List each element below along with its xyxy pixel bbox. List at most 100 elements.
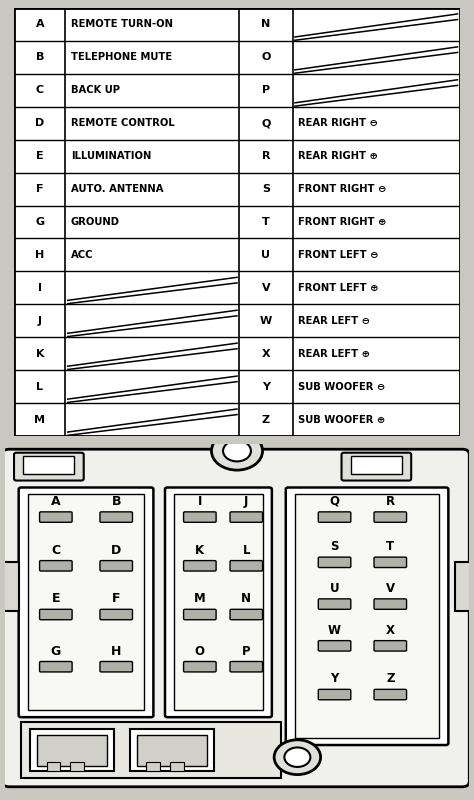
FancyBboxPatch shape xyxy=(165,487,272,717)
FancyBboxPatch shape xyxy=(183,610,216,620)
Text: S: S xyxy=(330,540,339,553)
Text: M: M xyxy=(34,414,46,425)
FancyBboxPatch shape xyxy=(341,453,411,481)
FancyBboxPatch shape xyxy=(319,690,351,700)
Text: S: S xyxy=(262,184,270,194)
Bar xyxy=(28,494,144,710)
FancyBboxPatch shape xyxy=(319,557,351,567)
Text: FRONT RIGHT ⊕: FRONT RIGHT ⊕ xyxy=(298,217,386,227)
Text: G: G xyxy=(35,217,45,227)
Bar xyxy=(456,562,474,611)
Text: F: F xyxy=(112,592,120,606)
Text: L: L xyxy=(243,544,250,557)
Text: J: J xyxy=(244,495,248,508)
Text: Z: Z xyxy=(386,672,394,686)
FancyBboxPatch shape xyxy=(100,610,132,620)
FancyBboxPatch shape xyxy=(374,512,407,522)
Text: Y: Y xyxy=(262,382,270,392)
FancyBboxPatch shape xyxy=(18,487,154,717)
Text: N: N xyxy=(261,19,271,30)
Text: REAR RIGHT ⊕: REAR RIGHT ⊕ xyxy=(298,151,378,161)
FancyBboxPatch shape xyxy=(230,512,263,522)
Circle shape xyxy=(274,740,320,774)
Text: E: E xyxy=(52,592,60,606)
Text: GROUND: GROUND xyxy=(71,217,120,227)
Text: Q: Q xyxy=(261,118,271,128)
Text: U: U xyxy=(330,582,339,595)
FancyBboxPatch shape xyxy=(286,487,448,745)
Circle shape xyxy=(211,432,263,470)
Text: I: I xyxy=(198,495,202,508)
Text: FRONT RIGHT ⊖: FRONT RIGHT ⊖ xyxy=(298,184,386,194)
Text: C: C xyxy=(51,544,60,557)
FancyBboxPatch shape xyxy=(374,599,407,610)
Bar xyxy=(37,734,107,766)
Bar xyxy=(170,762,183,771)
Bar xyxy=(295,494,439,738)
FancyBboxPatch shape xyxy=(374,690,407,700)
Text: REAR LEFT ⊖: REAR LEFT ⊖ xyxy=(298,316,370,326)
Text: V: V xyxy=(262,283,270,293)
FancyBboxPatch shape xyxy=(319,512,351,522)
Text: SUB WOOFER ⊕: SUB WOOFER ⊕ xyxy=(298,414,385,425)
Text: O: O xyxy=(261,52,271,62)
Text: O: O xyxy=(195,645,205,658)
Text: T: T xyxy=(262,217,270,227)
Text: K: K xyxy=(36,349,44,358)
Bar xyxy=(174,494,263,710)
Bar xyxy=(30,730,114,771)
Text: K: K xyxy=(195,544,204,557)
Bar xyxy=(21,722,281,778)
FancyBboxPatch shape xyxy=(39,662,72,672)
FancyBboxPatch shape xyxy=(319,641,351,651)
FancyBboxPatch shape xyxy=(39,610,72,620)
Bar xyxy=(46,762,61,771)
FancyBboxPatch shape xyxy=(100,662,132,672)
Bar xyxy=(146,762,160,771)
Text: A: A xyxy=(51,495,61,508)
Text: ACC: ACC xyxy=(71,250,93,260)
Text: SUB WOOFER ⊖: SUB WOOFER ⊖ xyxy=(298,382,385,392)
Text: L: L xyxy=(36,382,43,392)
Text: TELEPHONE MUTE: TELEPHONE MUTE xyxy=(71,52,172,62)
FancyBboxPatch shape xyxy=(374,641,407,651)
FancyBboxPatch shape xyxy=(230,662,263,672)
Text: I: I xyxy=(38,283,42,293)
Text: ILLUMINATION: ILLUMINATION xyxy=(71,151,151,161)
Text: FRONT LEFT ⊖: FRONT LEFT ⊖ xyxy=(298,250,379,260)
FancyBboxPatch shape xyxy=(100,512,132,522)
Bar xyxy=(351,456,402,474)
Text: V: V xyxy=(386,582,395,595)
FancyBboxPatch shape xyxy=(39,561,72,571)
FancyBboxPatch shape xyxy=(183,662,216,672)
Circle shape xyxy=(223,441,251,462)
Text: REMOTE TURN-ON: REMOTE TURN-ON xyxy=(71,19,173,30)
Text: D: D xyxy=(111,544,121,557)
Text: B: B xyxy=(111,495,121,508)
Text: J: J xyxy=(38,316,42,326)
Text: REAR LEFT ⊕: REAR LEFT ⊕ xyxy=(298,349,370,358)
FancyBboxPatch shape xyxy=(2,450,469,786)
FancyBboxPatch shape xyxy=(230,610,263,620)
Bar xyxy=(137,734,207,766)
Text: P: P xyxy=(262,86,270,95)
FancyBboxPatch shape xyxy=(100,561,132,571)
Text: A: A xyxy=(36,19,44,30)
Bar xyxy=(130,730,214,771)
Bar xyxy=(70,762,84,771)
Text: B: B xyxy=(36,52,44,62)
Text: C: C xyxy=(36,86,44,95)
Text: FRONT LEFT ⊕: FRONT LEFT ⊕ xyxy=(298,283,379,293)
Text: E: E xyxy=(36,151,44,161)
Text: U: U xyxy=(262,250,271,260)
Text: X: X xyxy=(386,624,395,637)
Bar xyxy=(0,562,18,611)
Text: W: W xyxy=(260,316,272,326)
Text: REMOTE CONTROL: REMOTE CONTROL xyxy=(71,118,174,128)
FancyBboxPatch shape xyxy=(14,453,84,481)
Text: T: T xyxy=(386,540,394,553)
Bar xyxy=(23,456,74,474)
FancyBboxPatch shape xyxy=(319,599,351,610)
Text: R: R xyxy=(386,495,395,508)
Text: X: X xyxy=(262,349,270,358)
